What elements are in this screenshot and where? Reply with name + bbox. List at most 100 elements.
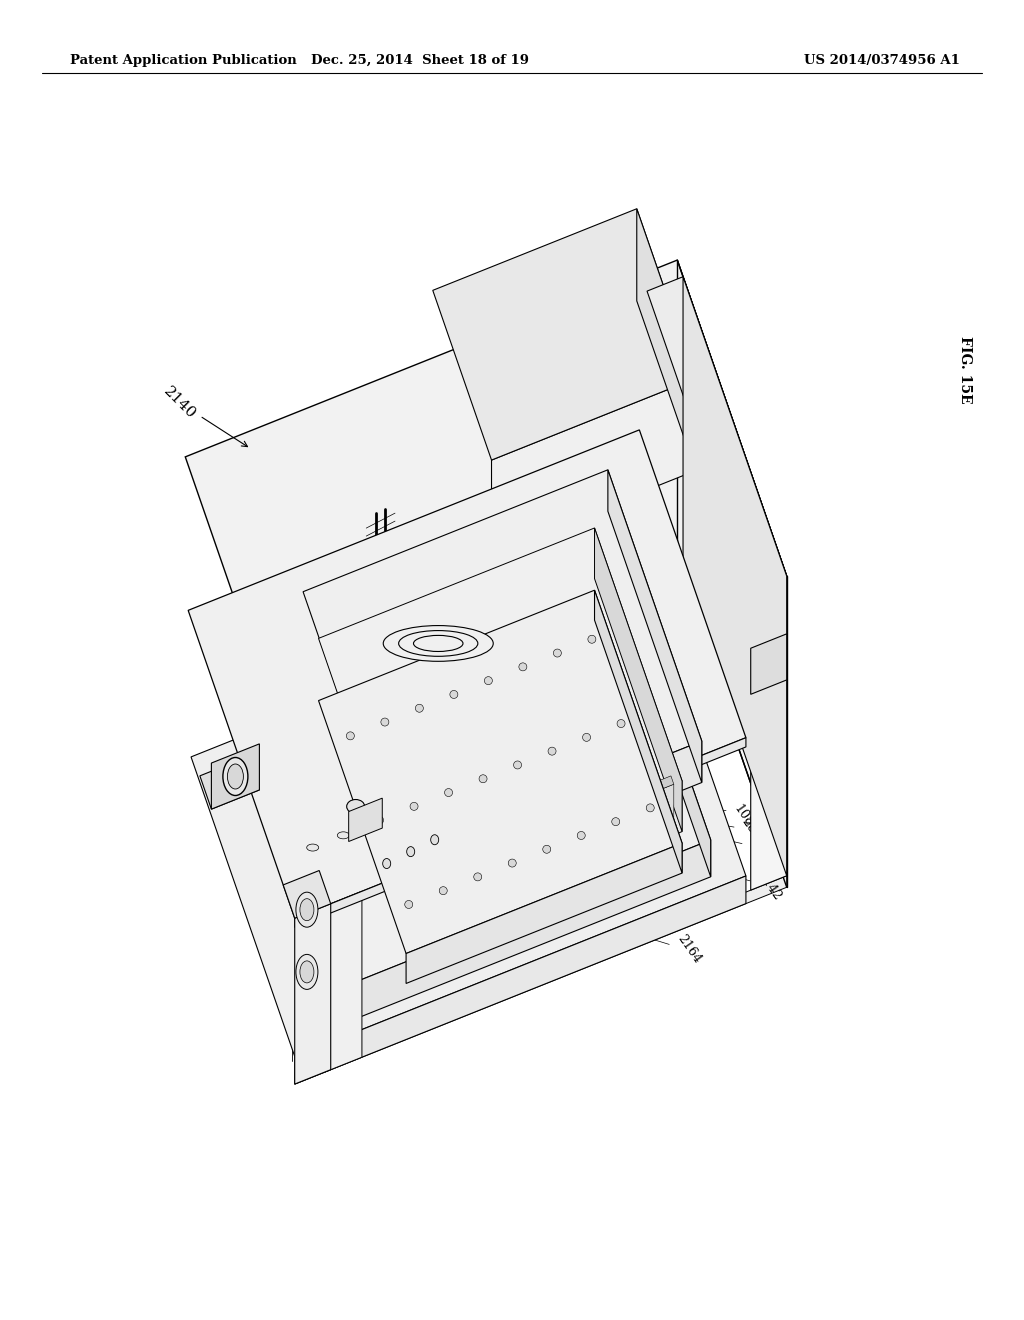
Ellipse shape <box>398 631 478 656</box>
Polygon shape <box>627 795 646 854</box>
Ellipse shape <box>414 635 463 652</box>
Ellipse shape <box>368 820 380 826</box>
Polygon shape <box>324 891 361 1073</box>
Ellipse shape <box>407 846 415 857</box>
Ellipse shape <box>300 961 314 983</box>
Circle shape <box>514 760 521 770</box>
Ellipse shape <box>307 843 318 851</box>
Ellipse shape <box>643 709 655 717</box>
Polygon shape <box>624 787 646 803</box>
Polygon shape <box>295 738 745 928</box>
Circle shape <box>450 690 458 698</box>
Polygon shape <box>407 843 682 983</box>
Polygon shape <box>284 870 331 919</box>
Circle shape <box>646 804 654 812</box>
Ellipse shape <box>521 759 532 766</box>
Polygon shape <box>407 883 425 942</box>
Polygon shape <box>211 744 259 809</box>
Circle shape <box>346 731 354 739</box>
Ellipse shape <box>223 758 248 796</box>
Polygon shape <box>683 277 786 875</box>
Polygon shape <box>568 809 591 825</box>
Polygon shape <box>191 577 745 1056</box>
Ellipse shape <box>460 783 472 789</box>
Text: 2810: 2810 <box>739 816 768 849</box>
Polygon shape <box>433 209 695 461</box>
Circle shape <box>444 788 453 796</box>
Text: Patent Application Publication: Patent Application Publication <box>70 54 297 66</box>
Circle shape <box>611 817 620 826</box>
Circle shape <box>474 873 481 880</box>
Ellipse shape <box>296 954 317 990</box>
Polygon shape <box>188 430 745 919</box>
Circle shape <box>519 663 527 671</box>
Text: 2142: 2142 <box>755 869 784 903</box>
Text: 2164: 2164 <box>674 933 703 966</box>
Polygon shape <box>751 634 786 694</box>
Polygon shape <box>200 756 259 809</box>
Polygon shape <box>295 875 786 1084</box>
Polygon shape <box>596 799 618 814</box>
Polygon shape <box>677 260 786 887</box>
Circle shape <box>553 649 561 657</box>
Polygon shape <box>486 842 508 858</box>
Circle shape <box>376 816 384 824</box>
Text: 2140: 2140 <box>161 384 198 421</box>
Polygon shape <box>295 876 745 1084</box>
Circle shape <box>439 887 447 895</box>
Ellipse shape <box>490 771 503 777</box>
Circle shape <box>479 775 487 783</box>
Polygon shape <box>343 840 711 1024</box>
Polygon shape <box>751 577 786 890</box>
Polygon shape <box>431 865 453 880</box>
Ellipse shape <box>383 626 494 661</box>
Ellipse shape <box>300 899 314 920</box>
Polygon shape <box>651 776 674 792</box>
Circle shape <box>484 677 493 685</box>
Polygon shape <box>488 850 508 909</box>
Ellipse shape <box>429 795 441 803</box>
Circle shape <box>381 718 389 726</box>
Polygon shape <box>459 853 480 870</box>
Circle shape <box>548 747 556 755</box>
Polygon shape <box>542 820 563 836</box>
Polygon shape <box>514 832 536 847</box>
Polygon shape <box>403 875 425 891</box>
Ellipse shape <box>347 800 365 813</box>
Text: Dec. 25, 2014  Sheet 18 of 19: Dec. 25, 2014 Sheet 18 of 19 <box>311 54 529 66</box>
Ellipse shape <box>227 764 244 789</box>
Polygon shape <box>599 807 618 865</box>
Ellipse shape <box>552 746 563 754</box>
Text: US 2014/0374956 A1: US 2014/0374956 A1 <box>804 54 961 66</box>
Text: 112: 112 <box>748 836 771 862</box>
Polygon shape <box>637 209 695 471</box>
Polygon shape <box>407 781 682 942</box>
Polygon shape <box>654 784 674 842</box>
Circle shape <box>508 859 516 867</box>
Polygon shape <box>185 260 786 774</box>
Ellipse shape <box>431 834 438 845</box>
Circle shape <box>617 719 625 727</box>
Circle shape <box>588 635 596 643</box>
Polygon shape <box>434 873 453 931</box>
Polygon shape <box>397 741 701 904</box>
Polygon shape <box>318 590 682 953</box>
Ellipse shape <box>296 892 317 927</box>
Ellipse shape <box>612 722 625 729</box>
Polygon shape <box>303 470 701 863</box>
Ellipse shape <box>383 858 391 869</box>
Circle shape <box>410 803 418 810</box>
Polygon shape <box>251 574 711 987</box>
Polygon shape <box>618 574 711 876</box>
Circle shape <box>578 832 586 840</box>
Polygon shape <box>608 470 701 783</box>
Text: FIG. 15E: FIG. 15E <box>957 335 972 404</box>
Polygon shape <box>348 799 382 842</box>
Polygon shape <box>295 904 331 1084</box>
Polygon shape <box>571 817 591 875</box>
Polygon shape <box>544 829 563 887</box>
Polygon shape <box>492 379 695 552</box>
Circle shape <box>404 900 413 908</box>
Circle shape <box>583 734 591 742</box>
Polygon shape <box>461 862 480 920</box>
